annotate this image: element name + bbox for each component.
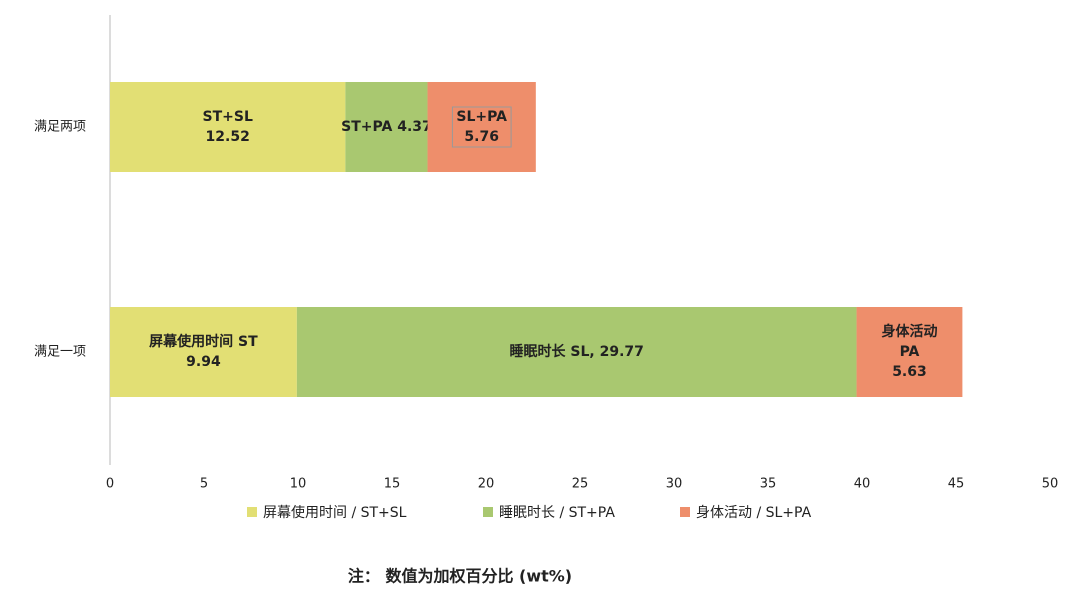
x-tick-label: 10 [290, 477, 307, 492]
y-tick-label: 满足两项 [34, 120, 86, 135]
data-label-line: 睡眠时长 SL, 29.77 [510, 343, 644, 360]
data-label-line: 5.63 [892, 364, 927, 380]
data-label: 身体活动 PA 5.63 [881, 323, 937, 380]
bar-segment [427, 82, 536, 172]
x-tick-label: 45 [948, 477, 965, 492]
legend-label: 屏幕使用时间 / ST+SL [263, 504, 407, 521]
x-tick-label: 50 [1042, 477, 1059, 492]
data-label-line: 9.94 [186, 354, 221, 370]
data-label-line: SL+PA [456, 109, 507, 125]
bar-segment [296, 307, 857, 397]
data-label-line: 12.52 [206, 129, 250, 145]
x-tick-label: 35 [760, 477, 777, 492]
data-label-line: PA [900, 344, 920, 360]
data-label-line: ST+SL [203, 109, 253, 125]
label-box [451, 106, 512, 148]
data-label: 屏幕使用时间 ST 9.94 [149, 333, 258, 370]
x-tick-label: 30 [666, 477, 683, 492]
legend-swatch [247, 507, 257, 517]
legend-swatch [483, 507, 493, 517]
legend-swatch [680, 507, 690, 517]
data-label: ST+PA 4.37 [341, 119, 432, 135]
x-tick-label: 40 [854, 477, 871, 492]
x-tick-label: 5 [200, 477, 208, 492]
bar-segment [110, 82, 346, 172]
data-label: SL+PA 5.76 [456, 109, 507, 145]
note: 注： 数值为加权百分比 (wt%) [348, 567, 572, 586]
y-tick-label: 满足一项 [34, 345, 86, 360]
data-label-line: 屏幕使用时间 ST [149, 333, 258, 350]
data-label: ST+SL 12.52 [203, 109, 253, 145]
x-tick-label: 20 [478, 477, 495, 492]
bar-segment [345, 82, 428, 172]
data-label: 睡眠时长 SL, 29.77 [510, 343, 644, 360]
data-label-line: 身体活动 [881, 323, 937, 340]
legend-label: 身体活动 / SL+PA [696, 505, 812, 521]
data-label-line: 5.76 [464, 129, 499, 145]
bar-segment [110, 307, 297, 397]
legend-label: 睡眠时长 / ST+PA [499, 505, 615, 521]
data-label-line: ST+PA 4.37 [341, 119, 432, 135]
x-tick-label: 25 [572, 477, 589, 492]
x-tick-label: 15 [384, 477, 401, 492]
bar-segment [856, 307, 963, 397]
x-tick-label: 0 [106, 477, 114, 492]
